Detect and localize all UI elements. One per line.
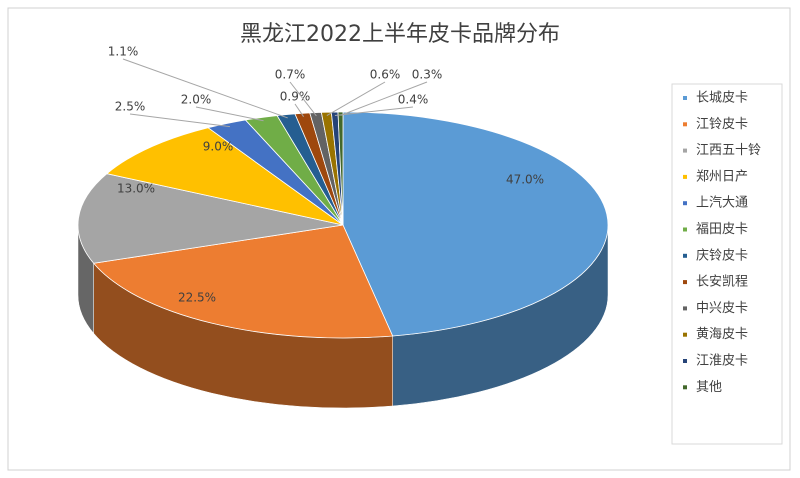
slice [92, 224, 394, 339]
slice [342, 111, 609, 337]
legend-label: 郑州日产 [696, 169, 748, 184]
data-label: 0.7% [275, 68, 306, 82]
legend-swatch [683, 332, 687, 337]
legend-label: 其他 [696, 380, 722, 395]
leader-line [122, 58, 288, 119]
legend-swatch [683, 201, 687, 206]
data-label: 0.4% [398, 93, 429, 107]
data-label: 2.5% [115, 100, 146, 114]
leader-line [294, 103, 305, 117]
data-label: 2.0% [181, 93, 212, 107]
data-label: 0.6% [370, 68, 401, 82]
legend-label: 江铃皮卡 [696, 117, 748, 132]
legend-label: 福田皮卡 [696, 222, 748, 237]
leader-line [326, 81, 386, 117]
legend-label: 中兴皮卡 [696, 301, 748, 316]
leader-line [289, 81, 317, 117]
leader-line [129, 113, 230, 128]
data-label: 1.1% [108, 45, 139, 59]
legend-swatch [683, 359, 687, 363]
legend-swatch [683, 227, 687, 232]
legend-swatch [683, 148, 687, 153]
slice [77, 173, 344, 264]
legend-label: 长城皮卡 [696, 91, 748, 106]
legend-swatch [683, 253, 687, 258]
chart-title: 黑龙江2022上半年皮卡品牌分布 [240, 22, 560, 47]
legend-label: 江淮皮卡 [696, 354, 748, 369]
legend-swatch [683, 96, 687, 100]
data-label: 0.9% [280, 90, 311, 104]
legend-label: 江西五十铃 [696, 143, 761, 158]
data-label: 9.0% [203, 140, 234, 154]
legend-label: 黄海皮卡 [696, 327, 748, 342]
legend-swatch [683, 174, 687, 179]
legend-swatch [683, 306, 687, 311]
leader-line [195, 106, 264, 122]
legend-label: 长安凯程 [696, 275, 748, 290]
slice [337, 111, 344, 226]
data-label: 22.5% [178, 291, 216, 305]
slice [105, 127, 344, 226]
leader-line [334, 106, 414, 116]
leader-line [340, 81, 428, 116]
legend-box [671, 83, 783, 445]
data-label: 13.0% [117, 182, 155, 196]
legend-swatch [683, 122, 687, 127]
legend-label: 上汽大通 [696, 196, 748, 211]
legend-swatch [683, 385, 687, 390]
data-label: 0.3% [412, 68, 443, 82]
data-label: 47.0% [506, 173, 544, 187]
legend-swatch [683, 280, 687, 285]
legend-label: 庆铃皮卡 [696, 248, 748, 263]
